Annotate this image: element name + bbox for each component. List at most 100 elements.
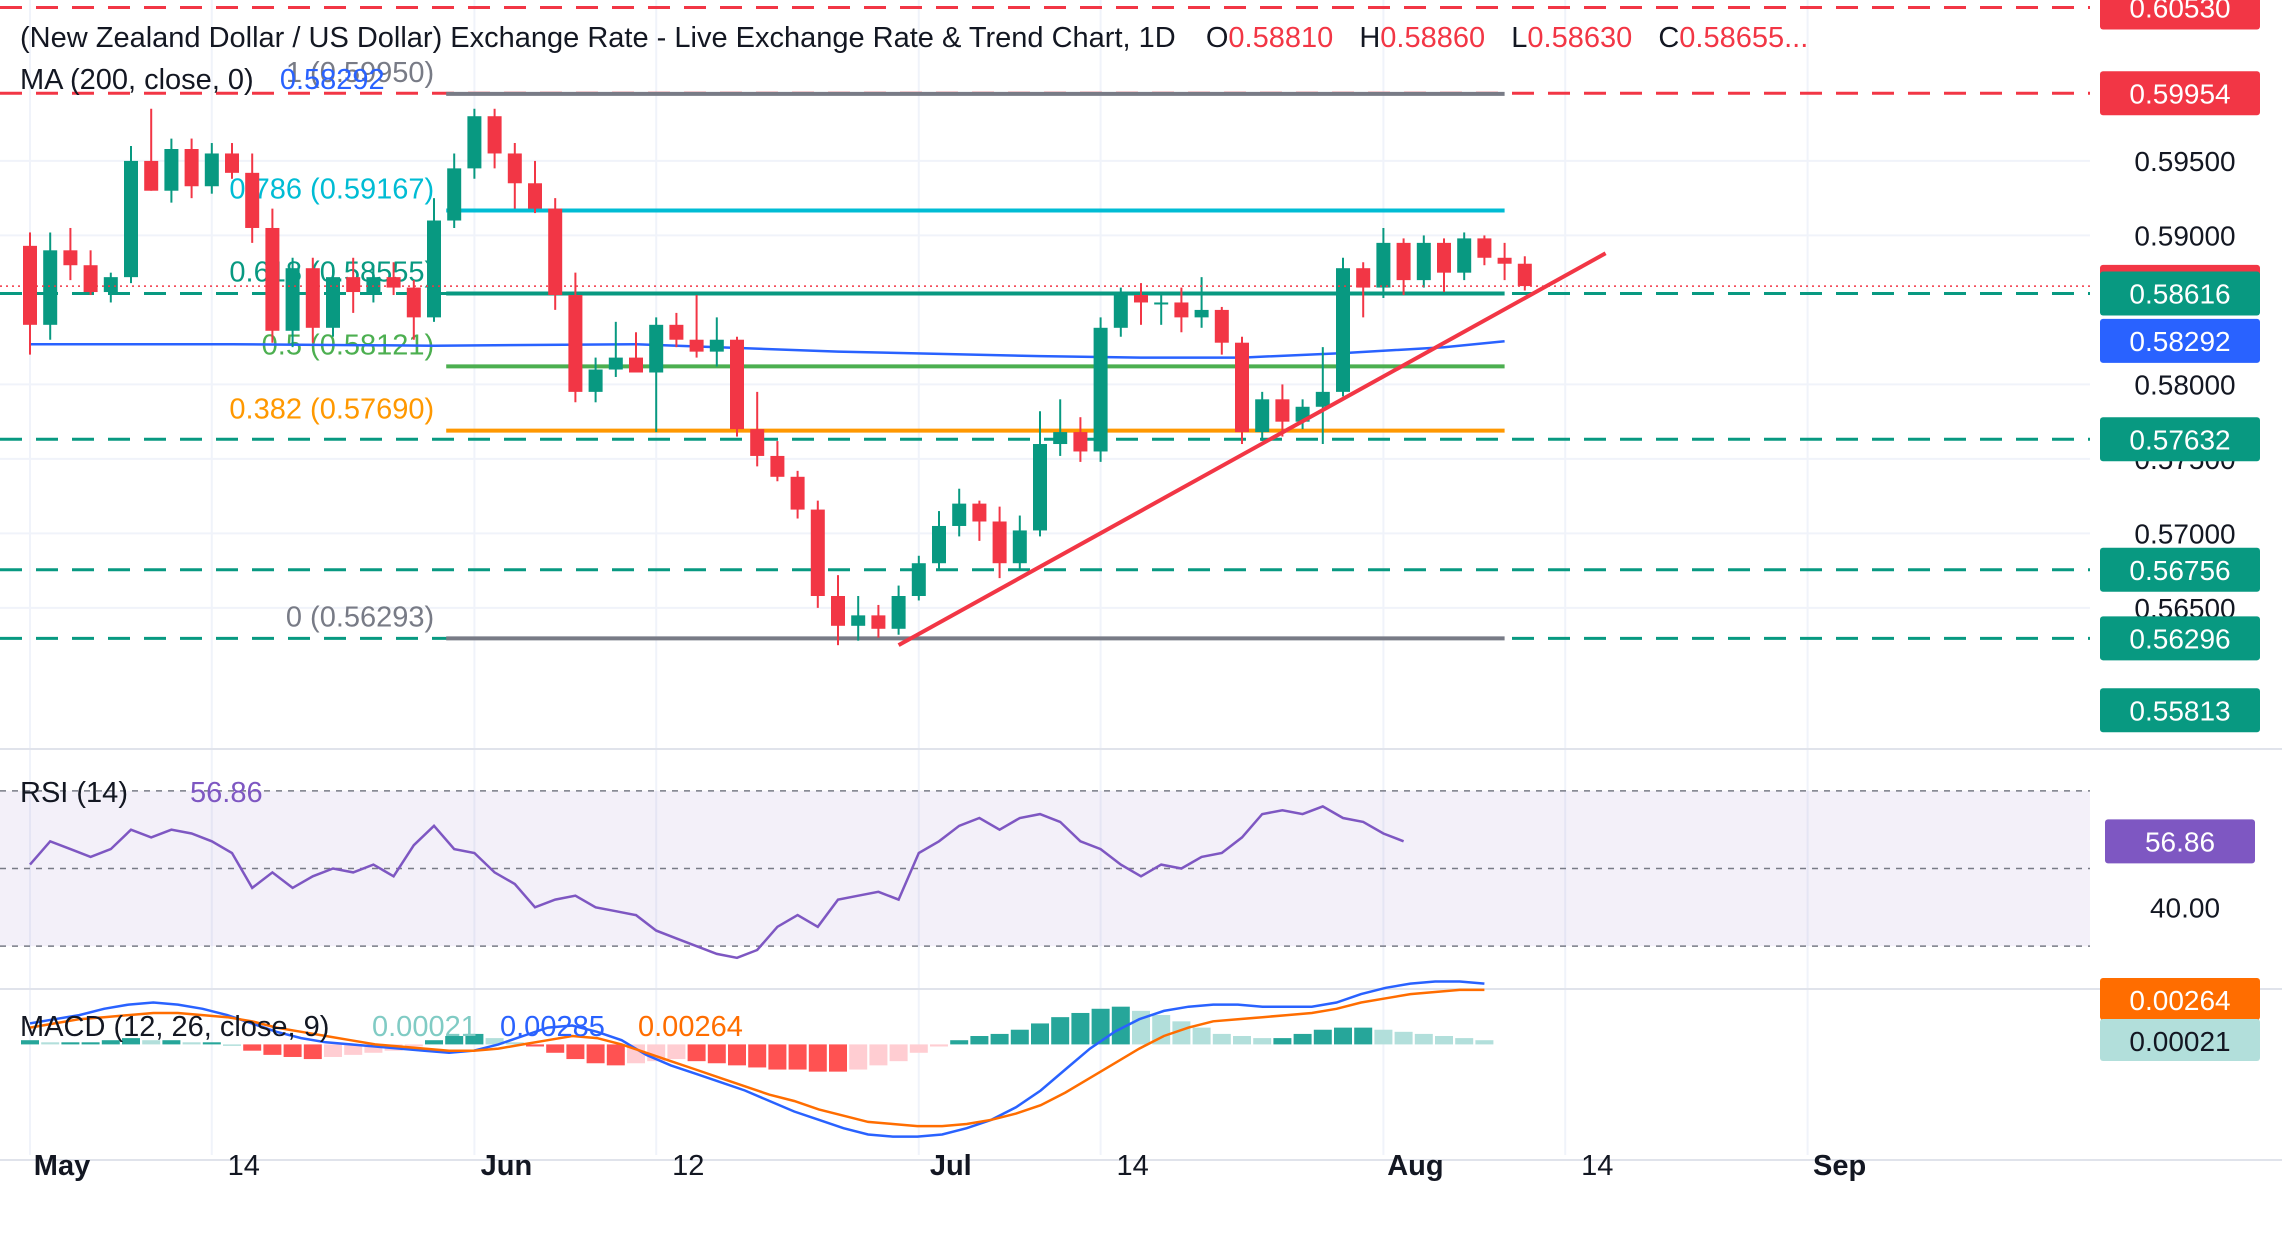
candle-body — [1477, 238, 1492, 258]
macd-legend-hist: 0.00021 — [372, 1011, 477, 1043]
x-axis-tick-label: Sep — [1813, 1150, 1866, 1182]
candle-body — [629, 357, 643, 373]
candle-body — [1517, 263, 1532, 287]
price-label: 0.56756 — [2129, 555, 2230, 586]
ohlc-high: H0.58860 — [1359, 22, 1486, 54]
candle-body — [285, 268, 300, 331]
rsi-value-label: 56.86 — [2145, 826, 2215, 857]
rsi-line — [29, 805, 1405, 960]
macd-histogram-bar — [303, 1044, 322, 1060]
candle-body — [952, 503, 967, 526]
x-axis-tick-label: 14 — [1581, 1150, 1613, 1182]
macd-histogram-bar — [1313, 1029, 1332, 1045]
candle-body — [366, 277, 381, 293]
price-label-box — [2100, 318, 2260, 363]
macd-histogram-bar — [404, 1044, 423, 1047]
macd-histogram-bar — [1354, 1027, 1373, 1045]
macd-legend-label: MACD (12, 26, close, 9) — [20, 1011, 329, 1043]
price-label-box — [2100, 616, 2260, 661]
macd-histogram-bar — [990, 1033, 1009, 1045]
candle-body — [1437, 242, 1451, 273]
macd-histogram-bar — [324, 1044, 342, 1057]
candle-body — [608, 357, 623, 370]
price-label-box — [2100, 0, 2260, 30]
candle-body — [507, 153, 522, 184]
candle-body — [447, 168, 462, 221]
candle-body — [1012, 530, 1027, 564]
macd-legend-macd: 0.00285 — [500, 1011, 605, 1043]
candle-body — [1214, 309, 1229, 343]
macd-value-box — [2100, 978, 2260, 1020]
macd-histogram-bar — [566, 1044, 585, 1060]
macd-histogram-bar — [889, 1044, 908, 1062]
candle-body — [305, 268, 320, 328]
macd-histogram-bar — [505, 1042, 524, 1045]
macd-histogram-bar — [485, 1038, 504, 1045]
macd-histogram-bar — [263, 1044, 282, 1055]
candle-body — [588, 369, 603, 392]
candle-body — [1053, 432, 1068, 445]
x-axis-tick-label: 12 — [672, 1150, 704, 1182]
rsi-value-box — [2105, 819, 2255, 864]
candle-body — [1497, 257, 1512, 264]
macd-histogram-bar — [1212, 1033, 1231, 1045]
x-axis-tick-label: Aug — [1387, 1150, 1443, 1182]
macd-histogram-bar — [445, 1036, 464, 1045]
chart-header: (New Zealand Dollar / US Dollar) Exchang… — [20, 22, 1808, 55]
macd-histogram-bar — [909, 1044, 928, 1053]
macd-histogram-bar — [1293, 1033, 1312, 1045]
macd-histogram-bar — [364, 1044, 383, 1053]
candle-body — [1033, 444, 1047, 531]
macd-histogram-bar — [808, 1044, 827, 1072]
candle-body — [164, 149, 179, 191]
macd-histogram-bar — [526, 1044, 544, 1047]
macd-histogram-bar — [425, 1040, 443, 1045]
x-axis-tick-label: Jul — [930, 1150, 972, 1182]
candle-body — [831, 596, 845, 626]
macd-histogram-bar — [21, 1040, 39, 1045]
macd-histogram-bar — [1435, 1036, 1453, 1045]
candle-body — [326, 277, 340, 328]
candle-body — [932, 525, 946, 564]
macd-histogram-bar — [1051, 1017, 1070, 1045]
macd-histogram-bar — [142, 1040, 161, 1045]
macd-histogram-bar — [788, 1044, 807, 1070]
macd-histogram-bar — [223, 1044, 241, 1046]
price-label-box — [2100, 688, 2260, 733]
price-label-box — [2100, 71, 2260, 116]
ma200-line — [30, 339, 1505, 359]
rsi-legend-label: RSI (14) — [20, 777, 128, 809]
ma-legend[interactable]: MA (200, close, 0) 0.58292 — [20, 64, 385, 97]
macd-histogram-bar — [162, 1040, 181, 1045]
price-label-box — [2100, 417, 2260, 462]
macd-histogram-bar — [1111, 1006, 1130, 1045]
candle-body — [245, 172, 260, 228]
macd-histogram-bar — [283, 1044, 302, 1057]
candle-body — [548, 208, 563, 296]
candle-body — [406, 287, 421, 318]
candle-body — [851, 615, 866, 626]
ma-legend-value: 0.58292 — [279, 64, 385, 96]
fib-level-label: 0.382 (0.57690) — [229, 394, 434, 426]
candle-body — [144, 160, 159, 191]
x-axis-tick-label: May — [34, 1150, 90, 1182]
ohlc-open: O0.58810 — [1205, 22, 1334, 54]
candle-body — [1356, 268, 1371, 288]
candle-body — [204, 153, 219, 187]
candle-body — [346, 277, 361, 293]
price-label: 0.59954 — [2129, 78, 2230, 109]
candle-body — [83, 265, 98, 293]
candle-body — [386, 277, 401, 288]
macd-histogram-bar — [606, 1044, 625, 1066]
candle-body — [871, 615, 886, 629]
candle-body — [487, 116, 502, 154]
candle-body — [1255, 399, 1270, 433]
price-label: 0.60530 — [2129, 0, 2230, 23]
candle-body — [669, 324, 684, 340]
ohlc-low: L0.58630 — [1511, 22, 1633, 54]
price-label-box — [2100, 547, 2260, 592]
candle-body — [1134, 295, 1148, 303]
candle-body — [1336, 268, 1350, 392]
